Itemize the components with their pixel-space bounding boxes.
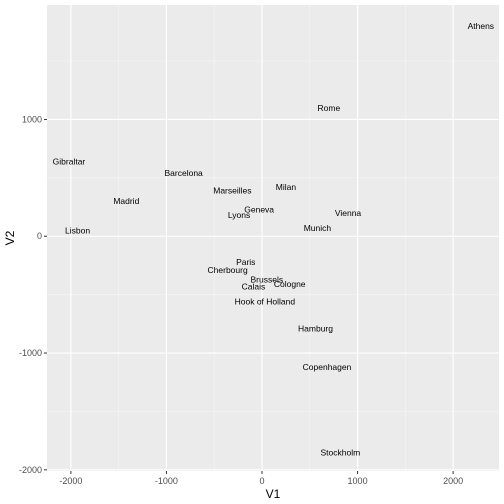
y-axis-title: V2 [3,230,17,245]
point-label: Milan [276,182,297,192]
point-label: Stockholm [321,447,361,457]
y-tick-label: 1000 [22,114,42,124]
y-axis-ticks: -2000 -1000 0 1000 [19,114,47,475]
point-labels: Athens Rome Gibraltar Barcelona Marseilles Mi… [53,21,494,457]
x-tick-label: 1000 [348,476,368,486]
x-tick-label: -1000 [155,476,178,486]
point-label: Calais [242,281,266,291]
minor-gridlines [47,5,499,471]
point-label: Rome [318,103,341,113]
x-tick-label: -2000 [59,476,82,486]
y-tick-label: -1000 [19,348,42,358]
x-axis-ticks: -2000 -1000 0 1000 2000 [59,471,463,486]
point-label: Cherbourg [208,265,248,275]
point-label: Athens [468,21,494,31]
point-label: Geneva [244,204,274,214]
point-label: Gibraltar [53,157,86,167]
point-label: Munich [304,223,332,233]
point-label: Paris [236,257,255,267]
point-label: Vienna [335,208,362,218]
y-tick-label: -2000 [19,465,42,475]
point-label: Lyons [228,210,250,220]
x-axis-title: V1 [266,487,281,501]
point-label: Madrid [113,196,139,206]
point-label: Lisbon [65,225,90,235]
x-tick-label: 2000 [443,476,463,486]
y-tick-label: 0 [37,231,42,241]
point-label: Hook of Holland [235,297,296,307]
point-label: Marseilles [213,186,251,196]
point-label: Brussels [250,274,283,284]
point-label: Copenhagen [303,362,352,372]
point-label: Hamburg [298,324,333,334]
x-tick-label: 0 [260,476,265,486]
point-label: Barcelona [165,168,204,178]
plot-panel [47,5,499,471]
major-gridlines [47,5,499,471]
point-label: Cologne [274,279,306,289]
